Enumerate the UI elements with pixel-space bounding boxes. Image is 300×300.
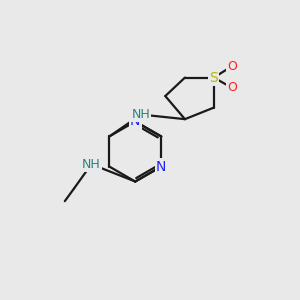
Text: O: O — [227, 59, 237, 73]
Text: S: S — [209, 70, 218, 85]
Text: NH: NH — [82, 158, 101, 171]
Text: O: O — [227, 82, 237, 94]
Text: N: N — [130, 115, 140, 128]
Text: N: N — [156, 160, 166, 173]
Text: NH: NH — [132, 108, 150, 121]
